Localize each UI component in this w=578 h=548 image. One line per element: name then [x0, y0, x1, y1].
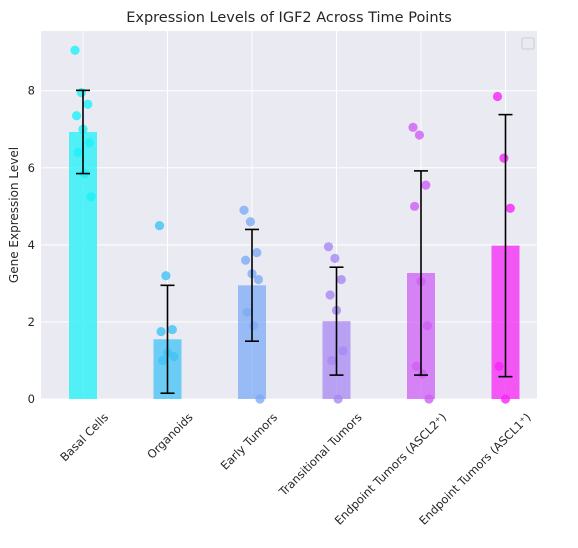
- data-point: [242, 307, 252, 317]
- data-point: [500, 394, 511, 404]
- data-point: [158, 355, 168, 366]
- data-point: [333, 394, 343, 404]
- data-point: [241, 255, 251, 265]
- data-point: [169, 352, 179, 362]
- data-point: [76, 88, 86, 98]
- data-point: [499, 153, 509, 163]
- data-point: [492, 91, 503, 102]
- data-point: [421, 180, 431, 190]
- data-point: [336, 274, 346, 285]
- data-point: [239, 205, 249, 215]
- error-bar: [160, 284, 175, 395]
- legend-box: [521, 37, 535, 50]
- data-point: [411, 361, 421, 371]
- data-point: [418, 369, 428, 379]
- y-tick-label: 4: [28, 238, 35, 252]
- data-point: [424, 394, 434, 404]
- data-point: [325, 290, 335, 300]
- error-bar: [498, 113, 513, 378]
- points: [70, 45, 515, 404]
- data-point: [70, 45, 80, 55]
- plot-area: [41, 31, 537, 399]
- y-axis-label: Gene Expression Level: [7, 147, 21, 283]
- data-point: [408, 122, 418, 132]
- data-point: [255, 394, 265, 404]
- x-tick-label: Organoids: [144, 410, 195, 461]
- data-point: [249, 321, 259, 331]
- data-point: [245, 217, 255, 227]
- data-point: [73, 147, 83, 157]
- data-point: [414, 130, 424, 140]
- data-point: [327, 355, 337, 366]
- data-point: [86, 192, 96, 202]
- data-point: [253, 274, 263, 285]
- data-point: [494, 361, 504, 371]
- data-point: [154, 220, 165, 231]
- y-tick-label: 6: [28, 161, 35, 175]
- error-bar: [414, 170, 428, 376]
- data-point: [410, 201, 420, 211]
- x-tick-label: Basal Cells: [57, 410, 111, 464]
- y-tick-label: 0: [28, 392, 35, 406]
- error-bar: [245, 228, 259, 342]
- error-bar: [76, 89, 90, 175]
- data-point: [84, 138, 94, 148]
- data-point: [156, 326, 166, 337]
- data-point: [323, 242, 334, 252]
- data-point: [167, 325, 177, 335]
- error-bar: [329, 266, 344, 376]
- data-point: [422, 321, 432, 331]
- data-point: [252, 247, 262, 258]
- data-point: [83, 99, 93, 109]
- x-tick-label: Early Tumors: [218, 410, 280, 472]
- chart-title: Expression Levels of IGF2 Across Time Po…: [126, 10, 452, 26]
- data-point: [330, 253, 340, 263]
- data-point: [161, 271, 171, 281]
- data-point: [72, 111, 82, 121]
- data-point: [338, 346, 348, 356]
- data-point: [505, 203, 515, 213]
- error-bars: [76, 89, 513, 395]
- x-ticks: Basal Cells Organoids Early TumorsTransiti…: [57, 410, 533, 527]
- y-tick-label: 8: [28, 84, 35, 98]
- y-tick-label: 2: [28, 315, 35, 329]
- y-ticks: 0 2 4 6 8: [28, 84, 35, 406]
- x-tick-label: Transitional Tumors: [275, 410, 364, 499]
